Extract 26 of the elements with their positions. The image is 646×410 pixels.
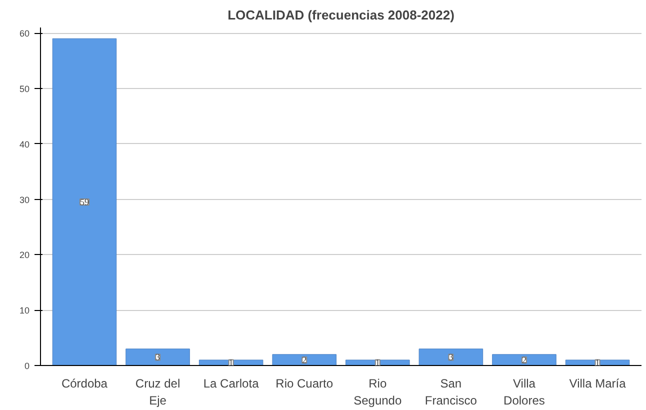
bar [418,348,484,366]
x-tick-label: Villa María [569,376,626,390]
bar [492,354,556,366]
x-tick-label: Cruz del Eje [135,376,180,408]
x-tick-label: Rio Cuarto [276,376,334,390]
y-tick-label: 60 [19,28,30,39]
y-tick-label: 0 [24,361,30,371]
x-tick-label: Córdoba [61,376,108,390]
bar [272,354,336,366]
y-tick-label: 40 [19,139,30,150]
bar [52,38,117,366]
data-label: 1 [228,358,234,368]
x-tick-label: La Carlota [203,376,260,390]
chart-title: LOCALIDAD (frecuencias 2008-2022) [228,8,454,22]
x-tick-label: San Francisco [424,376,478,408]
data-label: 1 [595,358,600,368]
data-label: 1 [375,358,380,368]
data-label: 3 [448,352,454,362]
y-tick-label: 20 [19,250,30,260]
y-tick-label: 10 [19,306,30,316]
data-label: 2 [302,354,307,365]
x-tick-label: Villa Dolores [504,376,545,408]
bar [126,348,190,366]
y-tick-label: 50 [19,84,30,94]
y-tick-label: 30 [19,194,30,205]
x-tick-label: Rio Segundo [354,376,402,408]
